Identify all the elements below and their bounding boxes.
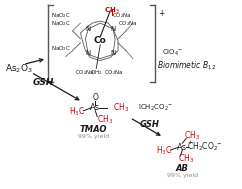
Text: CH$_3$: CH$_3$ <box>97 113 113 126</box>
Text: As: As <box>90 103 100 112</box>
Text: H$_3$C: H$_3$C <box>156 145 173 157</box>
Text: NaO$_2$C: NaO$_2$C <box>51 19 71 28</box>
Text: ClO$_4$$^{-}$: ClO$_4$$^{-}$ <box>161 47 183 58</box>
Text: TMAO: TMAO <box>80 125 107 134</box>
Text: GSH: GSH <box>140 120 160 129</box>
Text: O: O <box>92 93 98 102</box>
Text: NaO$_2$C: NaO$_2$C <box>51 11 71 20</box>
Text: N: N <box>86 26 91 32</box>
Text: CO$_2$Na: CO$_2$Na <box>118 19 138 28</box>
Text: CH$_3$: CH$_3$ <box>113 101 129 114</box>
Text: OH$_2$: OH$_2$ <box>90 68 103 77</box>
Text: As$_2$O$_3$: As$_2$O$_3$ <box>5 62 33 75</box>
Text: +: + <box>187 140 192 145</box>
Text: 99% yield: 99% yield <box>167 173 198 178</box>
Text: NaO$_2$C: NaO$_2$C <box>51 44 71 53</box>
Text: 99% yield: 99% yield <box>78 134 109 139</box>
Text: CH$_3$: CH$_3$ <box>104 5 120 15</box>
Text: CH$_2$CO$_2$$^{-}$: CH$_2$CO$_2$$^{-}$ <box>187 141 223 153</box>
Text: N: N <box>110 26 116 32</box>
Text: GSH: GSH <box>33 78 54 87</box>
Text: CO$_2$Na: CO$_2$Na <box>75 68 94 77</box>
Text: As: As <box>177 143 187 152</box>
Text: $\it{Biomimetic}$ $B_{12}$: $\it{Biomimetic}$ $B_{12}$ <box>157 59 216 72</box>
Text: N: N <box>110 50 116 56</box>
Text: ICH$_2$CO$_2$$^{-}$: ICH$_2$CO$_2$$^{-}$ <box>138 103 173 113</box>
Text: +: + <box>159 9 165 18</box>
Text: CO$_2$Na: CO$_2$Na <box>104 68 124 77</box>
Text: AB: AB <box>176 164 189 173</box>
Text: CH$_3$: CH$_3$ <box>178 153 195 165</box>
Text: Co: Co <box>94 36 107 45</box>
Text: H$_3$C: H$_3$C <box>69 105 86 118</box>
Text: CO$_2$Na: CO$_2$Na <box>112 11 132 20</box>
Text: N: N <box>86 50 91 56</box>
Text: CH$_3$: CH$_3$ <box>184 129 200 142</box>
